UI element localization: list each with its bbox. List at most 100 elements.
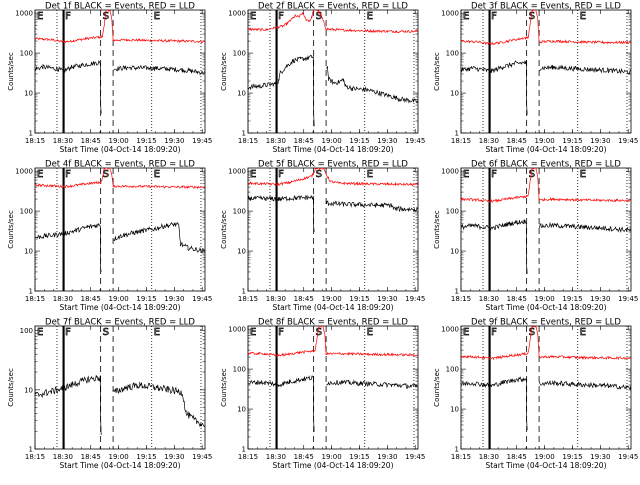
- x-tick-label: 18:30: [479, 295, 499, 303]
- panel-4: Det 4f BLACK = Events, RED = LLD 1 10 100 10…: [7, 160, 212, 313]
- x-tick-label: 19:00: [535, 295, 555, 303]
- x-tick-label: 18:30: [53, 137, 73, 145]
- x-tick-label: 19:00: [322, 137, 342, 145]
- x-axis-label: Start Time (04-Oct-14 18:09:20): [59, 303, 180, 312]
- y-tick-label: 100: [446, 208, 459, 216]
- event-marker-label: E: [580, 327, 586, 338]
- y-tick-label: 1: [242, 287, 246, 295]
- x-tick-label: 18:30: [53, 295, 73, 303]
- event-marker-label: E: [580, 11, 586, 22]
- x-tick-label: 18:15: [25, 137, 45, 145]
- x-axis-label: Start Time (04-Oct-14 18:09:20): [59, 145, 180, 154]
- x-tick-label: 19:00: [535, 137, 555, 145]
- x-tick-label: 19:30: [590, 453, 610, 461]
- x-tick-label: 19:30: [590, 137, 610, 145]
- event-marker-label: E: [580, 169, 586, 180]
- panel-title: Det 7f BLACK = Events, RED = LLD: [45, 318, 195, 328]
- x-axis-label: Start Time (04-Oct-14 18:09:20): [272, 303, 393, 312]
- event-marker-label: S: [103, 11, 109, 22]
- event-marker-label: S: [103, 327, 109, 338]
- x-tick-label: 19:15: [562, 137, 582, 145]
- y-axis-label: Counts/sec: [220, 210, 228, 249]
- y-axis-label: Counts/sec: [7, 52, 15, 91]
- x-tick-label: 18:15: [451, 295, 471, 303]
- panel-title: Det 6f BLACK = Events, RED = LLD: [471, 160, 621, 170]
- x-tick-label: 19:45: [618, 453, 638, 461]
- x-tick-label: 19:00: [535, 453, 555, 461]
- event-marker-label: F: [278, 169, 284, 180]
- lld-series-line: [461, 326, 631, 361]
- x-tick-label: 19:45: [405, 295, 425, 303]
- panel-9: Det 9f BLACK = Events, RED = LLD 1 10 100 10…: [433, 318, 638, 471]
- x-tick-label: 19:15: [562, 295, 582, 303]
- x-tick-label: 19:30: [377, 137, 397, 145]
- plot-frame: [247, 167, 419, 292]
- events-series-line: [35, 221, 205, 272]
- panel-5: Det 5f BLACK = Events, RED = LLD 1 10 100 10…: [220, 160, 425, 313]
- x-tick-label: 19:00: [109, 453, 129, 461]
- plot-frame: [460, 167, 632, 292]
- x-tick-label: 19:30: [377, 453, 397, 461]
- y-tick-label: 100: [233, 366, 246, 374]
- x-tick-label: 18:15: [238, 453, 258, 461]
- x-tick-label: 18:15: [451, 137, 471, 145]
- x-tick-label: 19:30: [164, 295, 184, 303]
- event-marker-label: E: [463, 169, 469, 180]
- y-axis-label: Counts/sec: [433, 368, 441, 407]
- y-tick-label: 1: [242, 445, 246, 453]
- y-axis-label: Counts/sec: [433, 52, 441, 91]
- event-marker-label: S: [103, 169, 109, 180]
- x-tick-label: 18:45: [81, 137, 101, 145]
- events-series-line: [461, 376, 631, 431]
- x-axis-label: Start Time (04-Oct-14 18:09:20): [272, 145, 393, 154]
- y-tick-label: 100: [233, 50, 246, 58]
- lld-series-line: [248, 326, 418, 357]
- x-tick-label: 19:45: [618, 137, 638, 145]
- x-tick-label: 19:45: [192, 453, 212, 461]
- y-tick-label: 1000: [441, 326, 459, 334]
- y-tick-label: 1: [29, 445, 33, 453]
- x-tick-label: 18:15: [25, 295, 45, 303]
- event-marker-label: E: [37, 169, 43, 180]
- y-tick-label: 10: [24, 386, 33, 394]
- panel-title: Det 3f BLACK = Events, RED = LLD: [471, 2, 621, 12]
- event-marker-label: S: [316, 327, 322, 338]
- x-tick-label: 19:00: [322, 295, 342, 303]
- y-tick-label: 100: [20, 327, 33, 335]
- panel-2: Det 2f BLACK = Events, RED = LLD 1 10 100 10…: [220, 2, 425, 155]
- x-tick-label: 18:45: [294, 453, 314, 461]
- x-tick-label: 19:30: [590, 295, 610, 303]
- events-series-line: [248, 375, 418, 432]
- y-tick-label: 10: [237, 248, 246, 256]
- x-axis-label: Start Time (04-Oct-14 18:09:20): [485, 461, 606, 470]
- event-marker-label: E: [154, 11, 160, 22]
- events-series-line: [461, 219, 631, 274]
- x-tick-label: 19:15: [349, 137, 369, 145]
- y-tick-label: 100: [446, 50, 459, 58]
- x-tick-label: 18:45: [81, 453, 101, 461]
- lld-series-line: [35, 10, 205, 44]
- x-tick-label: 19:30: [377, 295, 397, 303]
- y-tick-label: 1000: [228, 326, 246, 334]
- x-tick-label: 18:45: [507, 453, 527, 461]
- x-tick-label: 18:30: [266, 137, 286, 145]
- event-marker-label: F: [65, 169, 71, 180]
- plot-frame: [460, 325, 632, 450]
- event-marker-label: F: [65, 327, 71, 338]
- event-marker-label: E: [367, 327, 373, 338]
- event-marker-label: E: [463, 11, 469, 22]
- panel-7: Det 7f BLACK = Events, RED = LLD 1 10 100 18…: [7, 318, 212, 471]
- x-tick-label: 19:15: [349, 295, 369, 303]
- event-marker-label: S: [316, 169, 322, 180]
- y-tick-label: 10: [237, 90, 246, 98]
- event-marker-label: S: [529, 11, 535, 22]
- panel-6: Det 6f BLACK = Events, RED = LLD 1 10 100 10…: [433, 160, 638, 313]
- event-marker-label: E: [37, 327, 43, 338]
- x-tick-label: 18:30: [266, 453, 286, 461]
- panel-title: Det 1f BLACK = Events, RED = LLD: [45, 2, 195, 12]
- y-tick-label: 1000: [228, 10, 246, 18]
- y-axis-label: Counts/sec: [220, 52, 228, 91]
- panel-3: Det 3f BLACK = Events, RED = LLD 1 10 100 10…: [433, 2, 638, 155]
- event-marker-label: F: [278, 327, 284, 338]
